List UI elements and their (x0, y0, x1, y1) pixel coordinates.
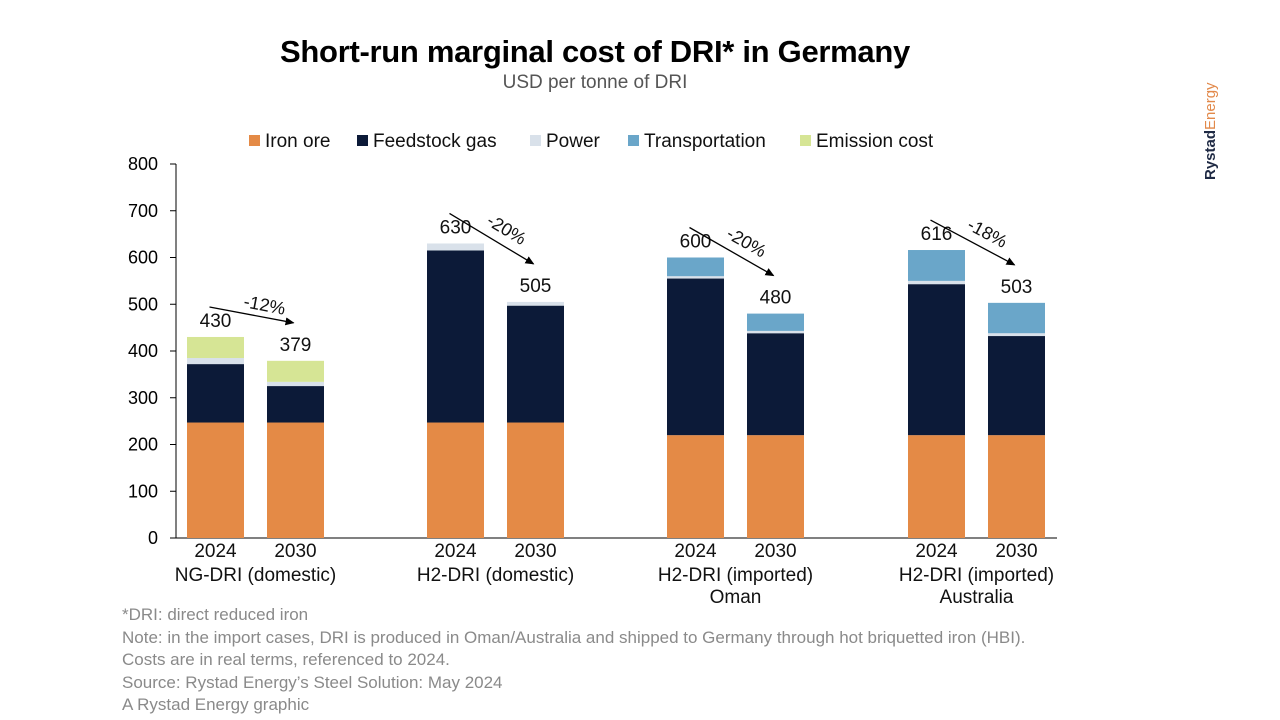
bar-total-label: 630 (440, 217, 472, 238)
bar-segment-power (507, 301, 564, 306)
bar-segment-feedstock-gas (747, 333, 804, 436)
bar-segment-transportation (747, 313, 804, 331)
y-tick-label: 300 (128, 388, 158, 408)
group-label: H2-DRI (imported) (899, 565, 1054, 586)
change-label: -20% (723, 223, 769, 261)
legend-label: Emission cost (816, 131, 934, 152)
group-label: H2-DRI (imported) (658, 565, 813, 586)
bar-segment-iron-ore (187, 422, 244, 538)
x-tick-label: 2030 (274, 541, 316, 562)
bar-segment-transportation (667, 257, 724, 277)
bar-segment-iron-ore (267, 422, 324, 538)
bar-segment-emission-cost (267, 360, 324, 382)
y-tick-label: 100 (128, 481, 158, 501)
x-tick-label: 2024 (434, 541, 477, 562)
legend-label: Iron ore (265, 131, 330, 152)
bar-segment-iron-ore (988, 435, 1045, 538)
bar-segment-transportation (988, 302, 1045, 334)
bar-segment-feedstock-gas (908, 284, 965, 436)
bar-segment-feedstock-gas (187, 364, 244, 423)
legend-swatch (357, 135, 368, 146)
bar-segment-power (427, 243, 484, 251)
chart-title: Short-run marginal cost of DRI* in Germa… (280, 34, 910, 69)
bar-total-label: 503 (1001, 277, 1033, 298)
bar-segment-power (747, 330, 804, 334)
footnote-line: A Rystad Energy graphic (122, 695, 310, 714)
footnote-line: Costs are in real terms, referenced to 2… (122, 650, 450, 669)
y-tick-label: 400 (128, 341, 158, 361)
bar-total-label: 616 (921, 224, 953, 245)
bar-segment-power (667, 276, 724, 279)
bar-segment-power (187, 358, 244, 365)
bar-segment-power (988, 333, 1045, 337)
chart-subtitle: USD per tonne of DRI (502, 72, 688, 93)
group-label: Oman (710, 587, 762, 608)
bar-total-label: 600 (680, 232, 712, 253)
bar-total-label: 505 (520, 276, 552, 297)
y-tick-label: 800 (128, 154, 158, 174)
legend-label: Transportation (644, 131, 766, 152)
bar-segment-emission-cost (187, 336, 244, 359)
bar-total-label: 379 (280, 335, 312, 356)
bar-total-label: 480 (760, 288, 792, 309)
footnote-line: Source: Rystad Energy’s Steel Solution: … (122, 672, 503, 692)
change-label: -18% (964, 214, 1010, 251)
bar-segment-power (908, 280, 965, 285)
x-tick-label: 2024 (194, 541, 237, 562)
bar-segment-iron-ore (507, 422, 564, 538)
footnotes: *DRI: direct reduced iron Note: in the i… (122, 604, 1025, 717)
y-tick-label: 200 (128, 435, 158, 455)
y-tick-label: 500 (128, 294, 158, 314)
legend-swatch (800, 135, 811, 146)
legend-swatch (530, 135, 541, 146)
legend-label: Feedstock gas (373, 131, 497, 152)
bar-segment-iron-ore (747, 435, 804, 538)
y-tick-label: 0 (148, 528, 158, 548)
legend-label: Power (546, 131, 601, 152)
x-tick-label: 2030 (514, 541, 556, 562)
bar-segment-feedstock-gas (667, 278, 724, 436)
bar-segment-transportation (908, 250, 965, 281)
bar-segment-iron-ore (427, 422, 484, 538)
group-label: Australia (940, 587, 1014, 608)
footnote-line: Note: in the import cases, DRI is produc… (122, 627, 1026, 647)
change-label: -20% (483, 210, 529, 249)
x-tick-label: 2024 (674, 541, 717, 562)
group-label: H2-DRI (domestic) (417, 565, 574, 586)
y-tick-label: 600 (128, 248, 158, 268)
bar-total-label: 430 (200, 311, 232, 332)
change-arrow (209, 306, 295, 326)
change-arrow (689, 226, 775, 277)
legend-swatch (628, 135, 639, 146)
bar-segment-iron-ore (908, 435, 965, 538)
bar-segment-power (267, 381, 324, 387)
change-arrow (930, 219, 1016, 266)
bar-segment-feedstock-gas (427, 250, 484, 423)
change-arrow (449, 212, 535, 265)
bar-segment-feedstock-gas (267, 386, 324, 423)
footnote-line: *DRI: direct reduced iron (122, 605, 309, 624)
x-tick-label: 2030 (995, 541, 1037, 562)
bar-segment-feedstock-gas (507, 305, 564, 423)
legend-swatch (249, 135, 260, 146)
x-tick-label: 2024 (915, 541, 958, 562)
y-tick-label: 700 (128, 201, 158, 221)
bar-segment-feedstock-gas (988, 336, 1045, 436)
bar-segment-iron-ore (667, 435, 724, 538)
x-tick-label: 2030 (754, 541, 796, 562)
group-label: NG-DRI (domestic) (175, 565, 337, 586)
